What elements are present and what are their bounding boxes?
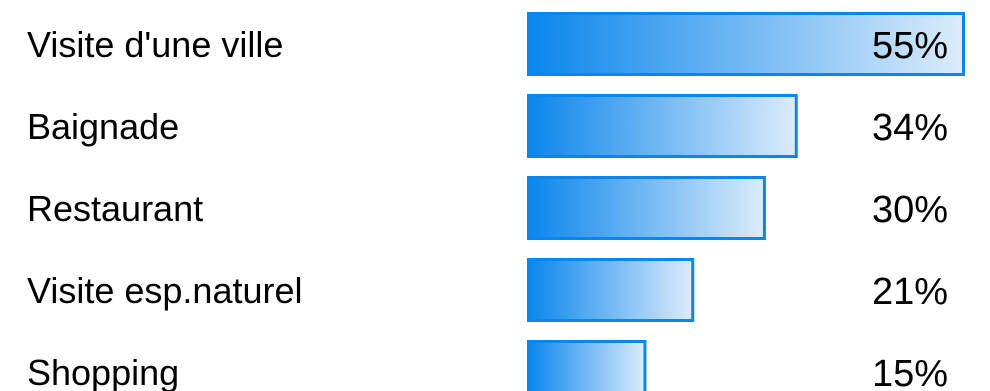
category-label: Shopping [27, 352, 179, 391]
category-label: Visite esp.naturel [27, 270, 303, 311]
value-label: 30% [872, 189, 948, 231]
category-label: Visite d'une ville [27, 24, 283, 65]
category-label: Restaurant [27, 188, 203, 229]
bar [527, 12, 965, 76]
bar [527, 340, 647, 391]
value-label: 55% [872, 25, 948, 67]
bar [527, 176, 766, 240]
value-label: 34% [872, 107, 948, 149]
bars-group [527, 12, 965, 391]
category-label: Baignade [27, 106, 179, 147]
value-label: 21% [872, 271, 948, 313]
bar [527, 258, 695, 322]
bar [527, 94, 798, 158]
value-label: 15% [872, 353, 948, 391]
labels-group: Visite d'une ville 55% Baignade 34% Restaura… [27, 24, 948, 391]
